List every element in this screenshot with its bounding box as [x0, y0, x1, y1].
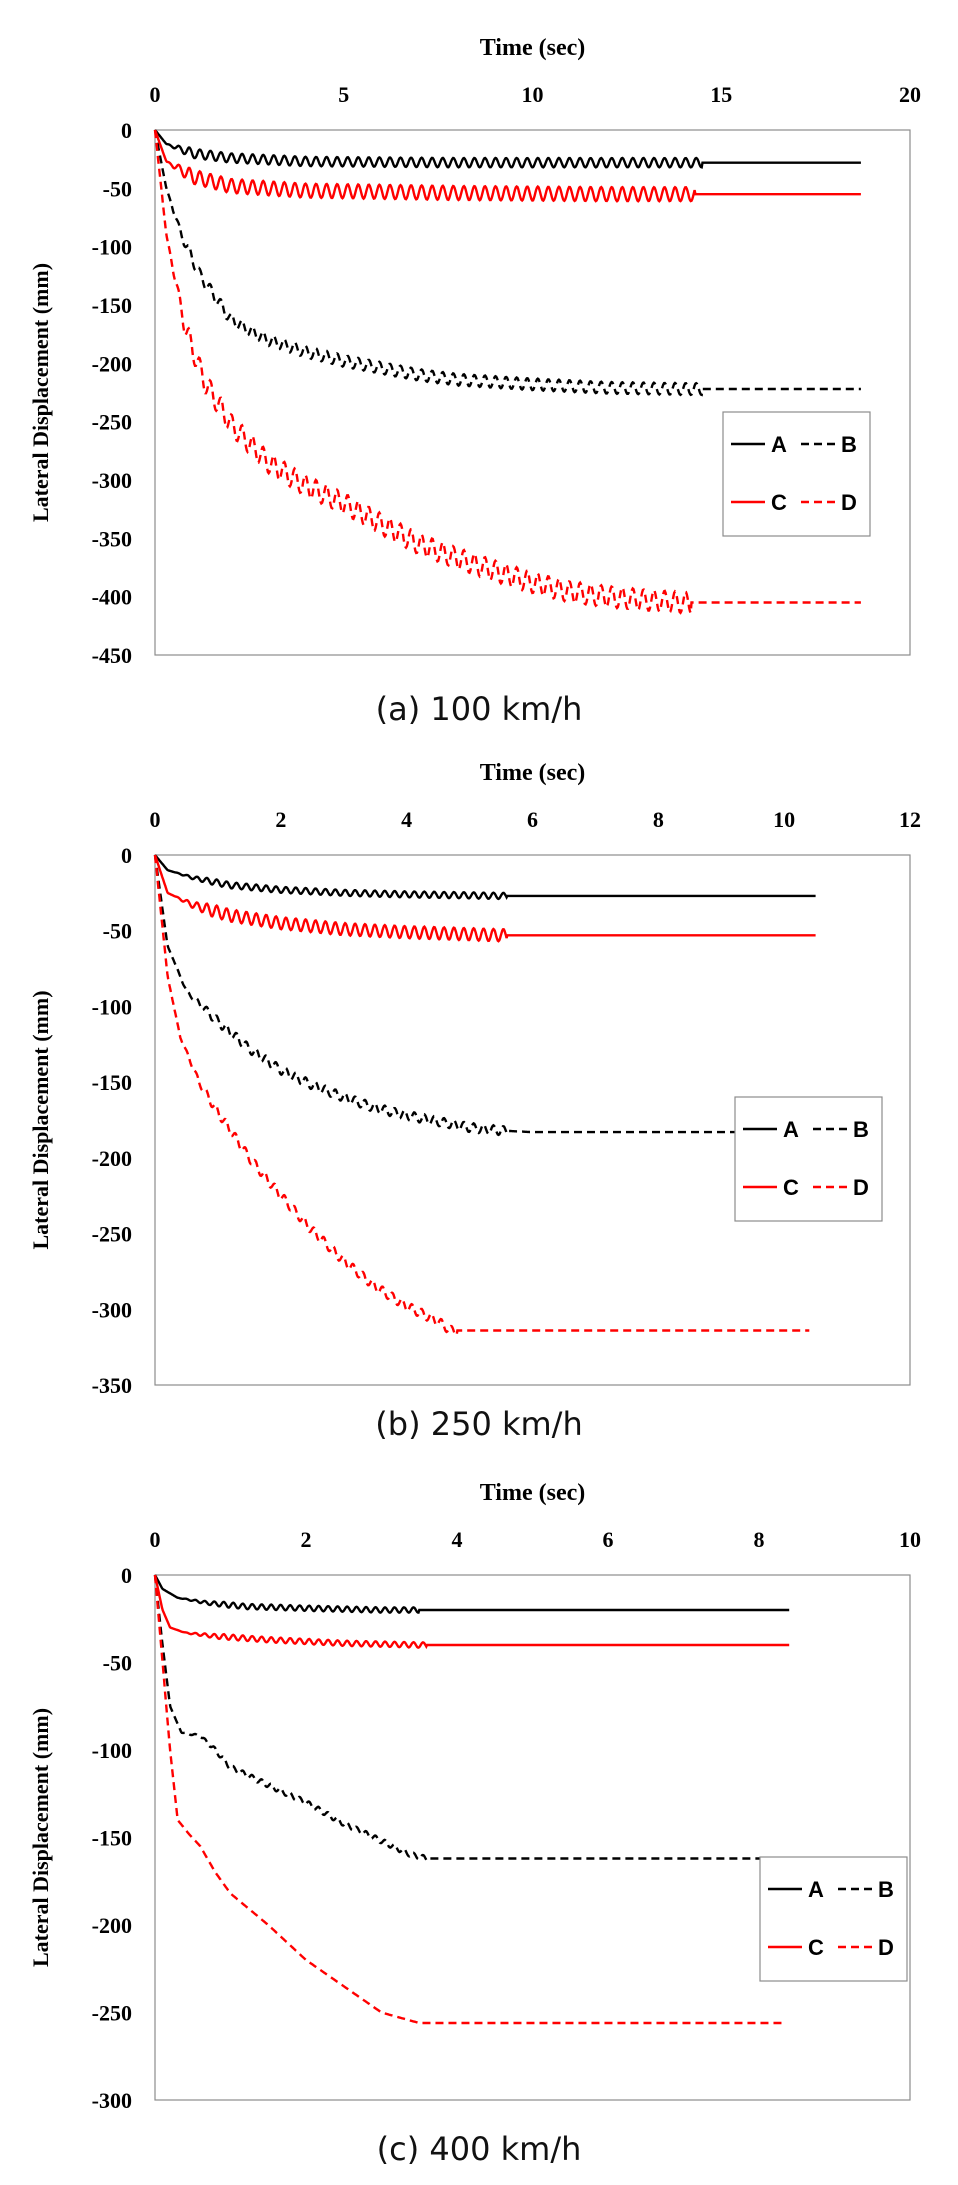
y-axis-title: Lateral Displacement (mm) — [28, 1708, 53, 1967]
y-tick-label: -250 — [92, 1222, 132, 1247]
series-line-b — [153, 854, 816, 1137]
y-tick-label: -450 — [92, 643, 132, 668]
x-tick-label: 12 — [899, 807, 921, 832]
series-line-c — [153, 129, 861, 203]
y-tick-label: -100 — [92, 1738, 132, 1763]
y-tick-label: -50 — [103, 176, 132, 201]
series-line-c — [153, 854, 816, 943]
y-tick-label: -250 — [92, 410, 132, 435]
y-tick-label: -200 — [92, 1146, 132, 1171]
y-tick-label: -50 — [103, 919, 132, 944]
chart-panel-c: Time (sec) 0 2 4 6 8 10 0 -50 -100 -150 -200 -250 -30… — [0, 1470, 958, 2185]
legend-label-b: B — [841, 432, 857, 457]
x-tick-label: 2 — [275, 807, 286, 832]
series-line-c — [153, 1574, 790, 1650]
y-tick-label: 0 — [121, 1563, 132, 1588]
y-axis-title: Lateral Displacement (mm) — [28, 263, 53, 522]
y-tick-label: -150 — [92, 1070, 132, 1095]
y-tick-label: 0 — [121, 118, 132, 143]
x-axis-title: Time (sec) — [480, 35, 586, 61]
chart-panel-a: Time (sec) 0 5 10 15 20 0 -50 -100 -150 -200 -250 -3… — [0, 0, 958, 728]
y-tick-label: -350 — [92, 1373, 132, 1398]
x-tick-label: 8 — [754, 1527, 765, 1552]
x-tick-label: 8 — [653, 807, 664, 832]
chart-caption: (c) 400 km/h — [376, 2130, 582, 2168]
legend-box — [759, 1856, 908, 1982]
legend-label-a: A — [783, 1117, 799, 1142]
x-tick-label: 10 — [522, 82, 544, 107]
plot-area — [154, 129, 911, 656]
y-tick-label: -300 — [92, 468, 132, 493]
y-axis-title: Lateral Displacement (mm) — [28, 990, 53, 1249]
series-line-d — [153, 854, 810, 1337]
x-axis-title: Time (sec) — [480, 1480, 586, 1506]
x-tick-label: 6 — [603, 1527, 614, 1552]
legend-label-b: B — [878, 1877, 894, 1902]
x-tick-label: 5 — [338, 82, 349, 107]
x-tick-label: 0 — [150, 807, 161, 832]
legend-label-c: C — [808, 1935, 824, 1960]
series-line-a — [153, 1574, 790, 1614]
y-tick-label: -50 — [103, 1651, 132, 1676]
chart-caption: (b) 250 km/h — [375, 1405, 583, 1443]
chart-panel-b: Time (sec) 0 2 4 6 8 10 12 0 -50 -100 -150 -200 -250 -… — [0, 745, 958, 1465]
legend-box — [722, 411, 871, 537]
legend-label-a: A — [808, 1877, 824, 1902]
x-tick-label: 10 — [899, 1527, 921, 1552]
series-line-d — [153, 1574, 782, 2025]
y-tick-label: -300 — [92, 2088, 132, 2113]
chart-caption: (a) 100 km/h — [375, 690, 583, 728]
y-tick-label: -400 — [92, 585, 132, 610]
y-tick-label: -300 — [92, 1297, 132, 1322]
legend-label-c: C — [771, 490, 787, 515]
y-tick-label: -150 — [92, 293, 132, 318]
y-tick-label: -350 — [92, 526, 132, 551]
series-line-d — [153, 129, 861, 615]
legend-label-d: D — [878, 1935, 894, 1960]
x-tick-label: 4 — [452, 1527, 463, 1552]
x-tick-label: 20 — [899, 82, 921, 107]
series-line-b — [153, 1574, 790, 1863]
y-tick-label: -200 — [92, 351, 132, 376]
x-axis-title: Time (sec) — [480, 760, 586, 786]
legend-label-c: C — [783, 1175, 799, 1200]
legend-label-d: D — [841, 490, 857, 515]
x-tick-label: 6 — [527, 807, 538, 832]
y-tick-label: -250 — [92, 2001, 132, 2026]
legend-label-d: D — [853, 1175, 869, 1200]
series-line-b — [153, 129, 861, 397]
y-tick-label: -200 — [92, 1913, 132, 1938]
chart-c: Time (sec) 0 2 4 6 8 10 0 -50 -100 -150 -200 -250 -30… — [28, 1480, 921, 2113]
x-tick-label: 0 — [150, 1527, 161, 1552]
y-tick-label: -100 — [92, 994, 132, 1019]
x-tick-label: 2 — [301, 1527, 312, 1552]
legend-box — [734, 1096, 883, 1222]
x-tick-label: 15 — [710, 82, 732, 107]
chart-b: Time (sec) 0 2 4 6 8 10 12 0 -50 -100 -150 -200 -250 -… — [28, 760, 921, 1398]
x-tick-label: 0 — [150, 82, 161, 107]
series-line-a — [154, 854, 816, 901]
x-tick-label: 4 — [401, 807, 412, 832]
chart-a: Time (sec) 0 5 10 15 20 0 -50 -100 -150 -200 -250 -3… — [28, 35, 921, 668]
y-tick-label: -100 — [92, 235, 132, 260]
plot-area — [154, 1574, 911, 2101]
series-line-a — [154, 129, 861, 169]
y-tick-label: -150 — [92, 1826, 132, 1851]
legend-label-b: B — [853, 1117, 869, 1142]
x-tick-label: 10 — [773, 807, 795, 832]
y-tick-label: 0 — [121, 843, 132, 868]
legend-label-a: A — [771, 432, 787, 457]
